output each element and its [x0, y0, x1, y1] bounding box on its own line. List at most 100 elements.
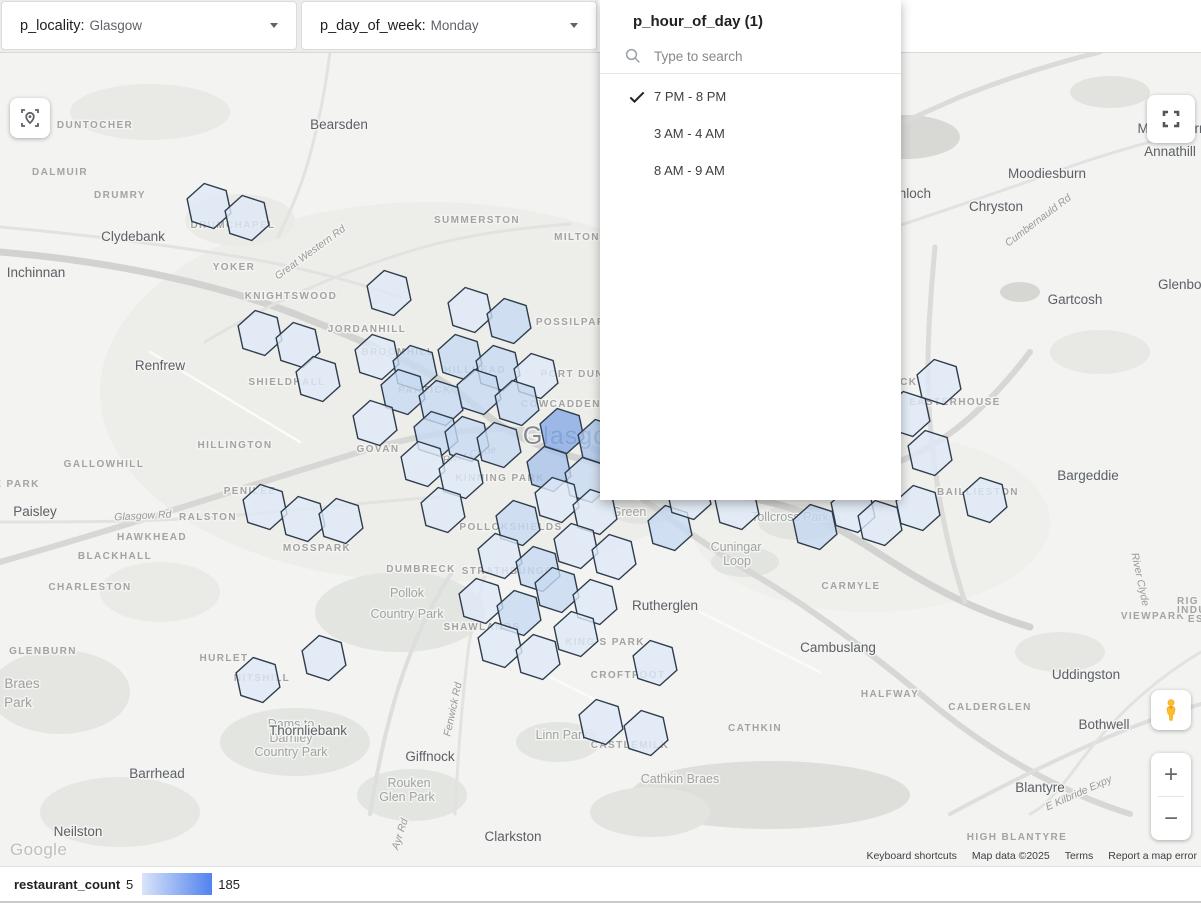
district-label: RALSTON: [179, 512, 237, 523]
city-label: Cambuslang: [800, 640, 876, 655]
restaurant-count-hexbin[interactable]: [962, 476, 1008, 524]
district-label: CARMYLE: [821, 581, 880, 592]
zoom-control: + −: [1151, 753, 1191, 840]
restaurant-count-hexbin[interactable]: [420, 486, 466, 534]
city-label: Uddingston: [1052, 667, 1120, 682]
city-label: Glenboig: [1158, 277, 1201, 292]
chevron-down-icon: [570, 23, 578, 28]
city-label: Inchinnan: [7, 265, 66, 280]
zoom-out-button[interactable]: −: [1163, 804, 1178, 832]
park-label: Braes: [4, 676, 40, 691]
hour-option-label: 7 PM - 8 PM: [654, 89, 727, 104]
recenter-map-button[interactable]: [10, 98, 50, 138]
district-label: KNIGHTSWOOD: [245, 291, 338, 302]
restaurant-count-hexbin[interactable]: [591, 533, 637, 581]
check-placeholder: [626, 123, 648, 145]
legend-min-value: 5: [126, 876, 134, 892]
district-label: JORDANHILL: [328, 324, 406, 335]
district-label: GOVAN: [357, 444, 400, 455]
restaurant-count-hexbin[interactable]: [515, 633, 561, 681]
filter-locality-value: Glasgow: [89, 18, 143, 33]
district-label: ES: [1188, 614, 1201, 625]
park-label: Green: [612, 505, 647, 519]
restaurant-count-hexbin[interactable]: [318, 497, 364, 545]
restaurant-count-hexbin[interactable]: [857, 499, 903, 547]
hour-option[interactable]: 7 PM - 8 PM: [600, 78, 901, 115]
terms-link[interactable]: Terms: [1064, 850, 1094, 862]
park-label: Linn Park: [536, 728, 590, 742]
hour-option[interactable]: 3 AM - 4 AM: [600, 115, 901, 152]
zoom-divider: [1158, 796, 1184, 797]
district-label: RIG: [1177, 596, 1199, 607]
restaurant-count-hexbin[interactable]: [907, 429, 953, 477]
fullscreen-icon: [1162, 110, 1180, 128]
city-label: Giffnock: [405, 749, 455, 764]
restaurant-count-hexbin[interactable]: [895, 484, 941, 532]
map-data-text: Map data ©2025: [971, 850, 1050, 862]
restaurant-count-hexbin[interactable]: [632, 639, 678, 687]
city-label: Annathill: [1144, 144, 1196, 159]
restaurant-count-hexbin[interactable]: [494, 379, 540, 427]
keyboard-shortcuts-link[interactable]: Keyboard shortcuts: [866, 850, 957, 862]
district-label: POSSILPARK: [536, 317, 614, 328]
map-attribution: Keyboard shortcuts Map data ©2025 Terms …: [866, 850, 1197, 862]
zoom-in-button[interactable]: +: [1163, 760, 1178, 788]
district-label: HALFWAY: [861, 689, 919, 700]
park-label: Park: [4, 695, 32, 710]
pegman-streetview-button[interactable]: [1151, 690, 1191, 730]
park-label: Loop: [723, 554, 751, 568]
filter-day-of-week-control[interactable]: p_day_of_week Monday: [301, 1, 597, 50]
park-label: Pollok: [390, 586, 425, 600]
park-label: Country Park: [371, 607, 445, 621]
park-label: Cathkin Braes: [641, 772, 720, 786]
restaurant-count-hexbin[interactable]: [352, 399, 398, 447]
restaurant-count-hexbin[interactable]: [301, 634, 347, 682]
restaurant-count-hexbin[interactable]: [235, 656, 281, 704]
city-label: Clydebank: [101, 229, 165, 244]
legend-max-value: 185: [218, 876, 240, 892]
city-label: Gartcosh: [1048, 292, 1103, 307]
restaurant-count-hexbin[interactable]: [366, 269, 412, 317]
restaurant-count-hexbin[interactable]: [275, 321, 321, 369]
hour-search-input[interactable]: [652, 47, 876, 65]
restaurant-count-hexbin[interactable]: [224, 194, 270, 242]
hour-of-day-panel-title: p_hour_of_day (1): [633, 13, 764, 30]
district-label: CATHKIN: [728, 723, 782, 734]
restaurant-count-hexbin[interactable]: [623, 709, 669, 757]
park-label: Dams to: [268, 717, 315, 731]
district-label: HIGH BLANTYRE: [967, 832, 1067, 843]
restaurant-count-hexbin[interactable]: [486, 297, 532, 345]
district-label: MOSSPARK: [283, 543, 351, 554]
restaurant-count-hexbin[interactable]: [578, 698, 624, 746]
filter-day-of-week-label: p_day_of_week: [320, 18, 426, 34]
district-label: COWCADDENS: [521, 399, 609, 410]
restaurant-count-hexbin[interactable]: [792, 503, 838, 551]
restaurant-count-hexbin[interactable]: [647, 504, 693, 552]
district-label: INDU: [1177, 605, 1201, 616]
check-placeholder: [626, 160, 648, 182]
park-label: Darnley: [269, 731, 313, 745]
district-label: E PARK: [0, 479, 40, 490]
hour-option[interactable]: 8 AM - 9 AM: [600, 152, 901, 189]
district-label: HAWKHEAD: [117, 532, 187, 543]
restaurant-count-hexbin[interactable]: [295, 355, 341, 403]
hour-search-row: [600, 39, 901, 74]
google-logo: Google: [10, 840, 68, 859]
district-label: HURLET: [200, 653, 249, 664]
road-label: Glasgow Rd: [114, 508, 173, 523]
chevron-down-icon: [270, 23, 278, 28]
filter-locality-control[interactable]: p_locality Glasgow: [1, 1, 297, 50]
restaurant-count-hexbin[interactable]: [476, 421, 522, 469]
fullscreen-button[interactable]: [1147, 95, 1195, 143]
city-label: Bargeddie: [1057, 468, 1119, 483]
restaurant-count-hexbin[interactable]: [553, 610, 599, 658]
city-label: Renfrew: [135, 358, 186, 373]
legend-bar: restaurant_count 5 185: [0, 866, 1201, 903]
report-map-error-link[interactable]: Report a map error: [1108, 850, 1197, 862]
park-label: Rouken: [387, 776, 430, 790]
check-icon: [626, 86, 648, 108]
district-label: HILLINGTON: [198, 440, 273, 451]
district-label: SUMMERSTON: [434, 215, 520, 226]
park-label: Country Park: [255, 745, 329, 759]
